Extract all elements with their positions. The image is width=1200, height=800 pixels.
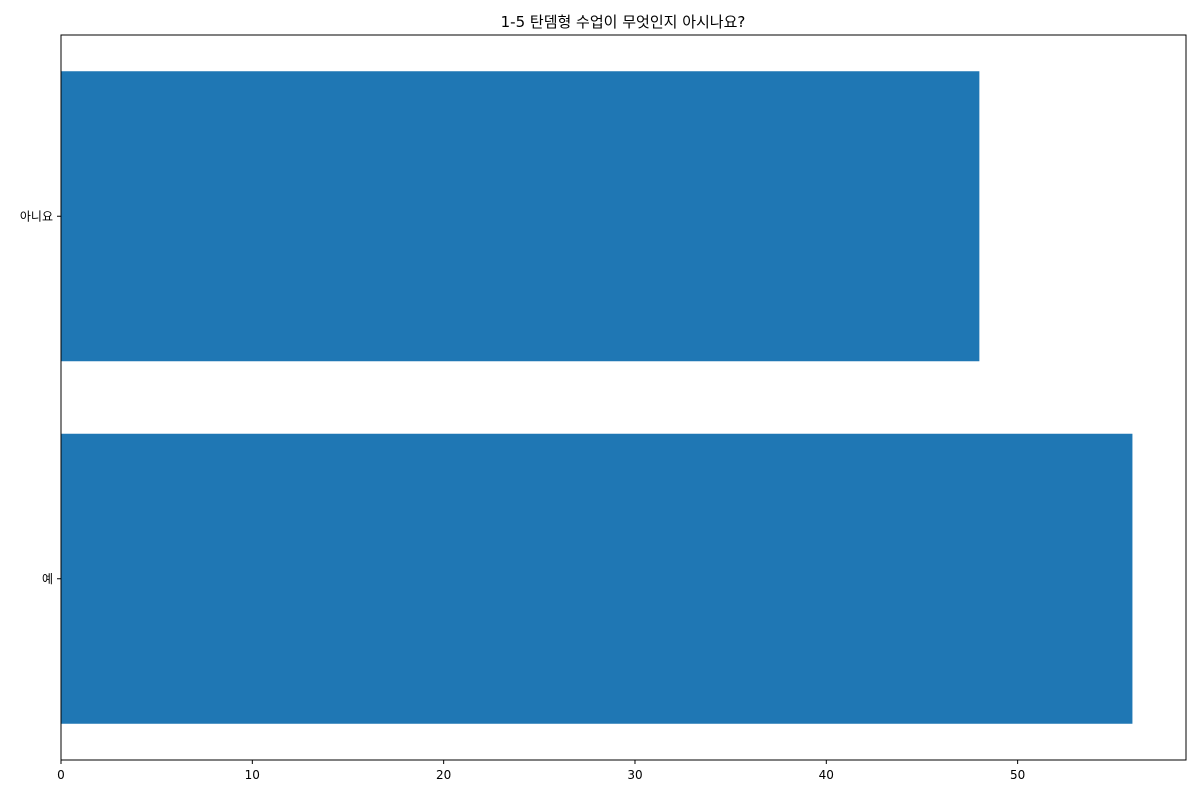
x-tick-label-0: 0 — [57, 768, 65, 782]
x-tick-label-5: 50 — [1010, 768, 1025, 782]
x-tick-label-4: 40 — [819, 768, 834, 782]
x-tick-label-2: 20 — [436, 768, 451, 782]
x-tick-label-3: 30 — [627, 768, 642, 782]
bars-layer — [61, 71, 1133, 724]
y-tick-label-1: 아니요 — [20, 209, 53, 223]
plot-area-frame — [60, 34, 1187, 761]
y-tick-label-0: 예 — [42, 572, 53, 586]
chart-title: 1-5 탄뎀형 수업이 무엇인지 아시나요? — [501, 13, 746, 31]
bar-0 — [61, 433, 1133, 724]
y-axis: 예 아니요 — [20, 209, 61, 586]
x-tick-label-1: 10 — [245, 768, 260, 782]
x-axis: 0 10 20 30 40 50 — [57, 760, 1025, 782]
bar-1 — [61, 71, 980, 362]
